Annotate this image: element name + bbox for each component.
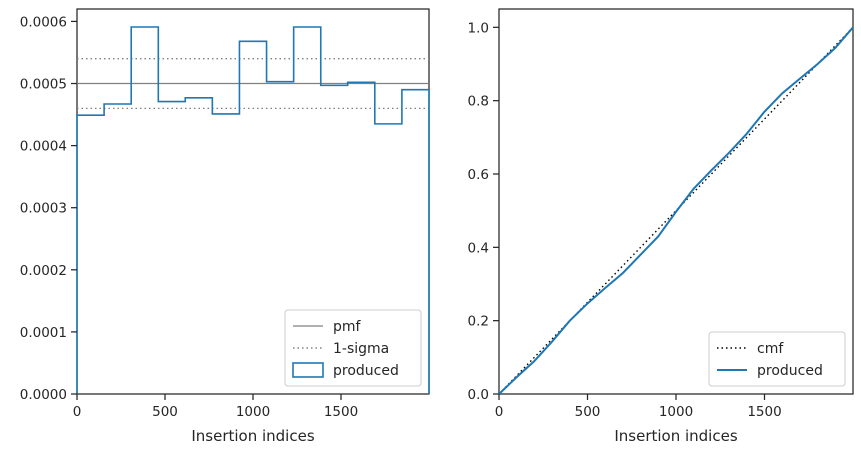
legend-label: produced xyxy=(757,363,823,379)
x-tick-label: 0 xyxy=(495,404,504,420)
reference-lines xyxy=(77,58,429,110)
x-tick-label: 1000 xyxy=(236,404,270,420)
pmf-histogram-panel: 0 500 1000 1500 0.00000.00010.00020.00030.0… xyxy=(20,8,430,445)
y-tick-label: 0.0003 xyxy=(20,201,67,217)
y-tick-label: 0.0002 xyxy=(20,263,67,279)
histogram-step-produced xyxy=(76,26,430,394)
x-axis-ticks: 0 500 1000 1500 xyxy=(73,394,358,420)
y-tick-label: 0.2 xyxy=(468,314,489,330)
y-axis-ticks: 0.0000 0.0001 0.0002 0.0003 0.0004 0.0005 0.00… xyxy=(20,14,77,403)
series-group xyxy=(498,26,854,395)
legend-box xyxy=(708,331,846,387)
x-tick-label: 500 xyxy=(575,404,601,420)
x-tick-label: 1500 xyxy=(747,404,781,420)
cmf-line-panel: 0 500 1000 1500 0.0 0.2 0.4 0.6 0.8 1.0 Insertio… xyxy=(468,8,854,445)
y-tick-label: 0.4 xyxy=(468,240,489,256)
legend: cmf produced xyxy=(708,331,846,387)
x-tick-label: 500 xyxy=(152,404,178,420)
series-group xyxy=(76,26,430,394)
y-tick-label: 0.0006 xyxy=(20,14,67,30)
series-line-produced xyxy=(498,26,854,395)
y-axis-ticks: 0.0 0.2 0.4 0.6 0.8 1.0 xyxy=(468,20,499,403)
y-tick-label: 0.0000 xyxy=(20,387,67,403)
legend-label: cmf xyxy=(757,341,784,357)
y-tick-label: 0.8 xyxy=(468,94,489,110)
y-tick-label: 0.0005 xyxy=(20,77,67,93)
x-tick-label: 0 xyxy=(73,404,82,420)
x-tick-label: 1000 xyxy=(659,404,693,420)
y-tick-label: 1.0 xyxy=(468,20,489,36)
x-tick-label: 1500 xyxy=(324,404,358,420)
y-tick-label: 0.6 xyxy=(468,167,489,183)
y-tick-label: 0.0001 xyxy=(20,325,67,341)
legend-box xyxy=(284,309,422,387)
legend-label: pmf xyxy=(333,319,362,335)
y-tick-label: 0.0004 xyxy=(20,139,67,155)
legend-swatch-produced xyxy=(292,362,324,378)
y-tick-label: 0.0 xyxy=(468,387,489,403)
x-axis-ticks: 0 500 1000 1500 xyxy=(495,394,782,420)
legend: pmf 1-sigma produced xyxy=(284,309,422,387)
legend-label: 1-sigma xyxy=(333,341,389,357)
x-axis-label: Insertion indices xyxy=(614,427,737,445)
legend-label: produced xyxy=(333,363,399,379)
x-axis-label: Insertion indices xyxy=(191,427,314,445)
